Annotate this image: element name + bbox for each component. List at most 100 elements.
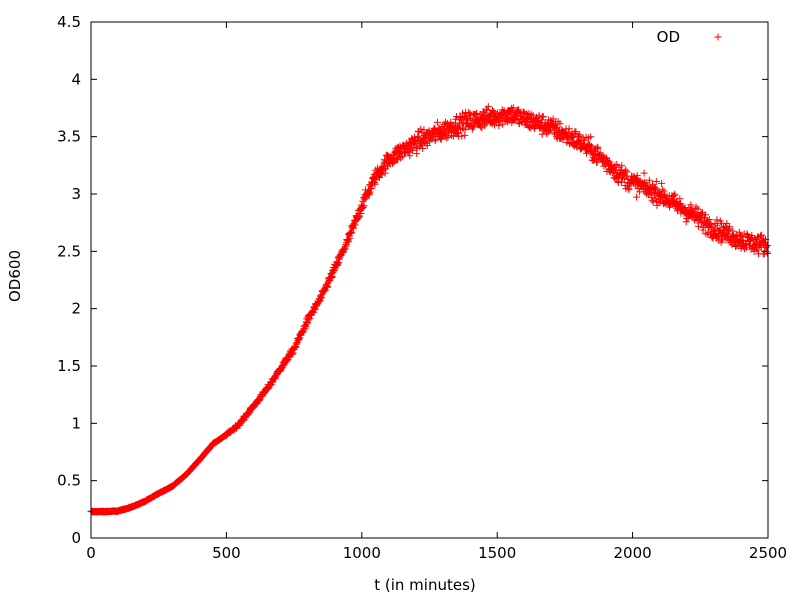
data-point bbox=[648, 196, 656, 204]
y-tick-label: 2 bbox=[71, 300, 81, 318]
data-point bbox=[676, 195, 684, 203]
x-tick-label: 0 bbox=[86, 544, 96, 562]
data-point bbox=[617, 178, 625, 186]
data-point bbox=[535, 111, 543, 119]
data-point bbox=[658, 179, 666, 187]
data-point bbox=[670, 191, 678, 199]
x-axis-label: t (in minutes) bbox=[374, 576, 476, 594]
data-point bbox=[581, 136, 589, 144]
data-point bbox=[735, 228, 743, 236]
data-point bbox=[469, 123, 477, 131]
data-point bbox=[366, 188, 374, 196]
data-point bbox=[458, 132, 466, 140]
data-point bbox=[447, 118, 455, 126]
data-point bbox=[652, 178, 660, 185]
data-point bbox=[389, 159, 397, 166]
legend-marker-glyph bbox=[714, 33, 722, 41]
data-point bbox=[587, 133, 595, 141]
data-point bbox=[725, 230, 733, 238]
x-tick-label: 1500 bbox=[478, 544, 516, 562]
data-point bbox=[757, 232, 764, 240]
data-point bbox=[694, 205, 702, 213]
x-axis-ticks: 0 500 1000 1500 2000 2500 bbox=[86, 22, 787, 562]
data-point bbox=[409, 146, 416, 154]
data-point bbox=[702, 211, 710, 219]
data-point bbox=[348, 228, 355, 236]
x-tick-label: 1000 bbox=[343, 544, 381, 562]
data-point bbox=[705, 216, 713, 223]
data-point bbox=[378, 171, 386, 179]
plot-frame bbox=[90, 21, 769, 539]
y-tick-label: 0 bbox=[71, 529, 81, 547]
data-point bbox=[459, 109, 466, 117]
legend: OD bbox=[657, 28, 722, 46]
data-point bbox=[615, 174, 623, 181]
data-point bbox=[398, 153, 406, 161]
data-point bbox=[687, 201, 695, 209]
data-point bbox=[671, 190, 679, 198]
data-point bbox=[708, 223, 716, 231]
data-point bbox=[565, 125, 573, 133]
data-point bbox=[758, 231, 766, 239]
data-point bbox=[360, 202, 368, 210]
data-point bbox=[539, 113, 547, 121]
y-tick-label: 1.5 bbox=[57, 357, 81, 375]
data-point bbox=[605, 158, 613, 166]
data-point bbox=[586, 142, 594, 150]
legend-marker-od bbox=[714, 33, 722, 41]
y-axis-ticks: 0 0.5 1 1.5 2 2.5 3 3.5 4 4.5 bbox=[57, 13, 768, 547]
data-point bbox=[419, 145, 427, 152]
data-point bbox=[335, 259, 343, 267]
x-tick-label: 500 bbox=[212, 544, 241, 562]
legend-label-od: OD bbox=[657, 28, 680, 46]
data-point bbox=[415, 134, 423, 142]
data-point bbox=[473, 109, 481, 117]
data-point bbox=[495, 122, 503, 130]
y-tick-label: 1 bbox=[71, 414, 81, 432]
data-point bbox=[556, 120, 564, 128]
data-point bbox=[410, 133, 418, 141]
x-tick-label: 2500 bbox=[749, 544, 787, 562]
data-point bbox=[623, 168, 631, 176]
data-point bbox=[507, 111, 515, 119]
data-point bbox=[633, 172, 641, 180]
data-point bbox=[482, 120, 490, 128]
data-point bbox=[618, 162, 626, 170]
data-point bbox=[645, 176, 653, 184]
data-point bbox=[417, 125, 425, 133]
data-point bbox=[442, 134, 450, 142]
data-point bbox=[359, 204, 367, 211]
data-point bbox=[357, 210, 365, 217]
y-tick-label: 4.5 bbox=[57, 13, 81, 31]
data-point bbox=[763, 248, 771, 256]
y-tick-label: 0.5 bbox=[57, 472, 81, 490]
data-point bbox=[633, 193, 641, 201]
data-point bbox=[406, 152, 414, 160]
data-point bbox=[484, 103, 492, 111]
data-point bbox=[589, 157, 597, 164]
y-axis-label: OD600 bbox=[6, 250, 24, 302]
data-point bbox=[750, 247, 758, 255]
data-point bbox=[435, 124, 443, 132]
data-point bbox=[594, 143, 602, 151]
data-point bbox=[572, 128, 580, 136]
y-tick-label: 4 bbox=[71, 70, 81, 88]
x-tick-label: 2000 bbox=[614, 544, 652, 562]
data-point bbox=[713, 221, 721, 229]
data-point bbox=[677, 200, 684, 207]
data-point bbox=[367, 184, 375, 192]
data-point bbox=[763, 242, 771, 249]
data-point bbox=[461, 126, 469, 134]
data-point bbox=[625, 186, 633, 194]
data-point bbox=[328, 273, 336, 280]
data-point bbox=[694, 222, 702, 230]
data-point bbox=[509, 104, 517, 112]
series-od-points bbox=[87, 103, 772, 516]
y-tick-label: 3.5 bbox=[57, 128, 81, 146]
data-point bbox=[344, 238, 352, 246]
data-point bbox=[564, 128, 572, 136]
data-point bbox=[477, 123, 485, 131]
y-tick-label: 2.5 bbox=[57, 242, 81, 260]
data-point bbox=[622, 166, 630, 174]
